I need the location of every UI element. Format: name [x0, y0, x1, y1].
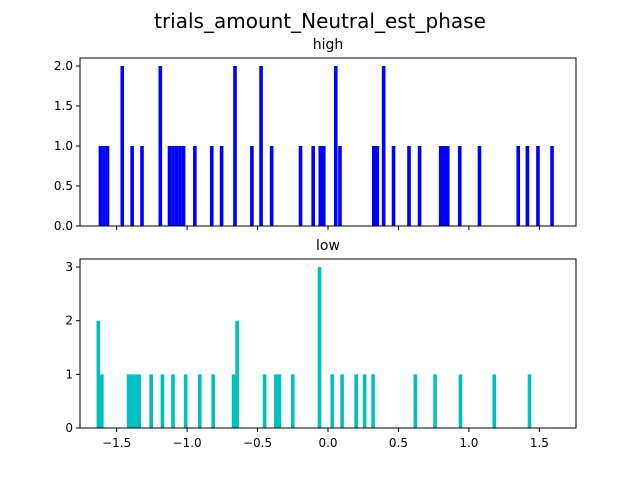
low-xtick-label-3: 0.0: [318, 436, 337, 450]
low-subplot-title: low: [316, 238, 340, 254]
high-bar-35: [477, 146, 482, 226]
low-subplot: low 0 1 2 3 −1.5 −1.0 −0.5 0.0 0.5 1.0 1.5: [65, 238, 577, 450]
high-bar-17: [259, 66, 263, 226]
high-bar-0: [98, 146, 103, 226]
high-subplot: high 0.0 0.5 1.0 1.5 2.0: [54, 37, 577, 233]
high-ytick-label-3: 1.5: [54, 99, 73, 113]
high-plot-frame: [79, 57, 577, 227]
low-bar-18: [317, 267, 322, 428]
high-bar-4: [130, 146, 134, 226]
low-bar-11: [211, 374, 215, 428]
low-bar-1: [100, 374, 104, 428]
low-bar-14: [262, 374, 267, 428]
low-bar-6: [149, 374, 153, 428]
high-bar-9: [174, 146, 179, 226]
high-bar-37: [525, 146, 530, 226]
low-bar-13: [235, 320, 239, 428]
high-bar-5: [140, 146, 144, 226]
low-xtick-label-5: 1.0: [459, 436, 478, 450]
low-xtick-label-0: −1.5: [102, 436, 131, 450]
high-bar-13: [209, 146, 214, 226]
high-bar-25: [371, 146, 376, 226]
high-subplot-title: high: [313, 37, 344, 53]
low-bar-7: [160, 374, 165, 428]
low-bar-3: [130, 374, 134, 428]
high-bar-14: [219, 146, 224, 226]
high-bar-32: [442, 146, 447, 226]
low-bar-4: [133, 374, 138, 428]
low-xtick-label-2: −0.5: [243, 436, 272, 450]
high-ytick-label-4: 2.0: [54, 59, 73, 73]
low-ytick-label-3: 3: [65, 260, 73, 274]
low-x-axis: −1.5 −1.0 −0.5 0.0 0.5 1.0 1.5: [102, 428, 549, 450]
high-bar-21: [318, 146, 323, 226]
low-bar-19: [330, 374, 335, 428]
high-ytick-label-2: 1.0: [54, 139, 73, 153]
high-bar-24: [338, 146, 342, 226]
low-xtick-label-4: 0.5: [389, 436, 408, 450]
low-xtick-label-1: −1.0: [173, 436, 202, 450]
high-x-axis: [116, 226, 540, 230]
high-bar-30: [417, 146, 422, 226]
high-bar-3: [120, 66, 125, 226]
high-y-axis: 0.0 0.5 1.0 1.5 2.0: [54, 59, 80, 233]
low-bar-0: [96, 320, 101, 428]
low-bar-21: [354, 374, 358, 428]
high-bar-20: [311, 146, 316, 226]
low-bar-5: [137, 374, 141, 428]
high-bar-29: [407, 146, 411, 226]
high-bar-34: [457, 146, 462, 226]
low-xtick-label-6: 1.5: [530, 436, 549, 450]
low-bar-20: [340, 374, 344, 428]
low-ytick-label-2: 2: [65, 314, 73, 328]
low-bar-27: [492, 374, 497, 428]
low-bars: [96, 267, 532, 428]
high-bar-31: [438, 146, 443, 226]
low-bar-23: [371, 374, 375, 428]
low-bar-15: [274, 374, 278, 428]
high-bar-15: [233, 66, 237, 226]
high-bar-8: [171, 146, 175, 226]
low-y-axis: 0 1 2 3: [65, 260, 80, 435]
high-bar-6: [158, 66, 163, 226]
high-bar-10: [178, 146, 182, 226]
high-bar-36: [516, 146, 521, 226]
low-bar-9: [183, 374, 188, 428]
high-bar-26: [375, 146, 380, 226]
low-bar-22: [362, 374, 367, 428]
low-bar-12: [231, 374, 236, 428]
high-bar-1: [102, 146, 106, 226]
low-bar-2: [126, 374, 131, 428]
high-bar-7: [167, 146, 172, 226]
high-bar-39: [550, 146, 554, 226]
low-ytick-label-1: 1: [65, 367, 73, 381]
high-bar-16: [250, 146, 254, 226]
low-bar-24: [413, 374, 418, 428]
high-ytick-label-1: 0.5: [54, 179, 73, 193]
high-bar-38: [536, 146, 540, 226]
high-bar-18: [269, 146, 274, 226]
high-bars: [98, 66, 554, 226]
high-bar-19: [298, 146, 303, 226]
high-ytick-label-0: 0.0: [54, 219, 73, 233]
low-ytick-label-0: 0: [65, 421, 73, 435]
high-bar-27: [381, 66, 386, 226]
high-bar-28: [391, 146, 396, 226]
high-bar-33: [445, 146, 450, 226]
high-bar-11: [181, 146, 186, 226]
high-bar-23: [333, 66, 338, 226]
high-bar-22: [321, 146, 326, 226]
low-bar-16: [277, 374, 282, 428]
figure-title: trials_amount_Neutral_est_phase: [154, 9, 486, 33]
high-bar-2: [105, 146, 110, 226]
low-bar-8: [171, 374, 175, 428]
low-bar-26: [458, 374, 463, 428]
low-bar-28: [527, 374, 532, 428]
high-bar-12: [193, 146, 197, 226]
low-plot-frame: [79, 258, 577, 429]
low-bar-25: [433, 374, 437, 428]
low-bar-17: [290, 374, 295, 428]
low-bar-10: [197, 374, 202, 428]
